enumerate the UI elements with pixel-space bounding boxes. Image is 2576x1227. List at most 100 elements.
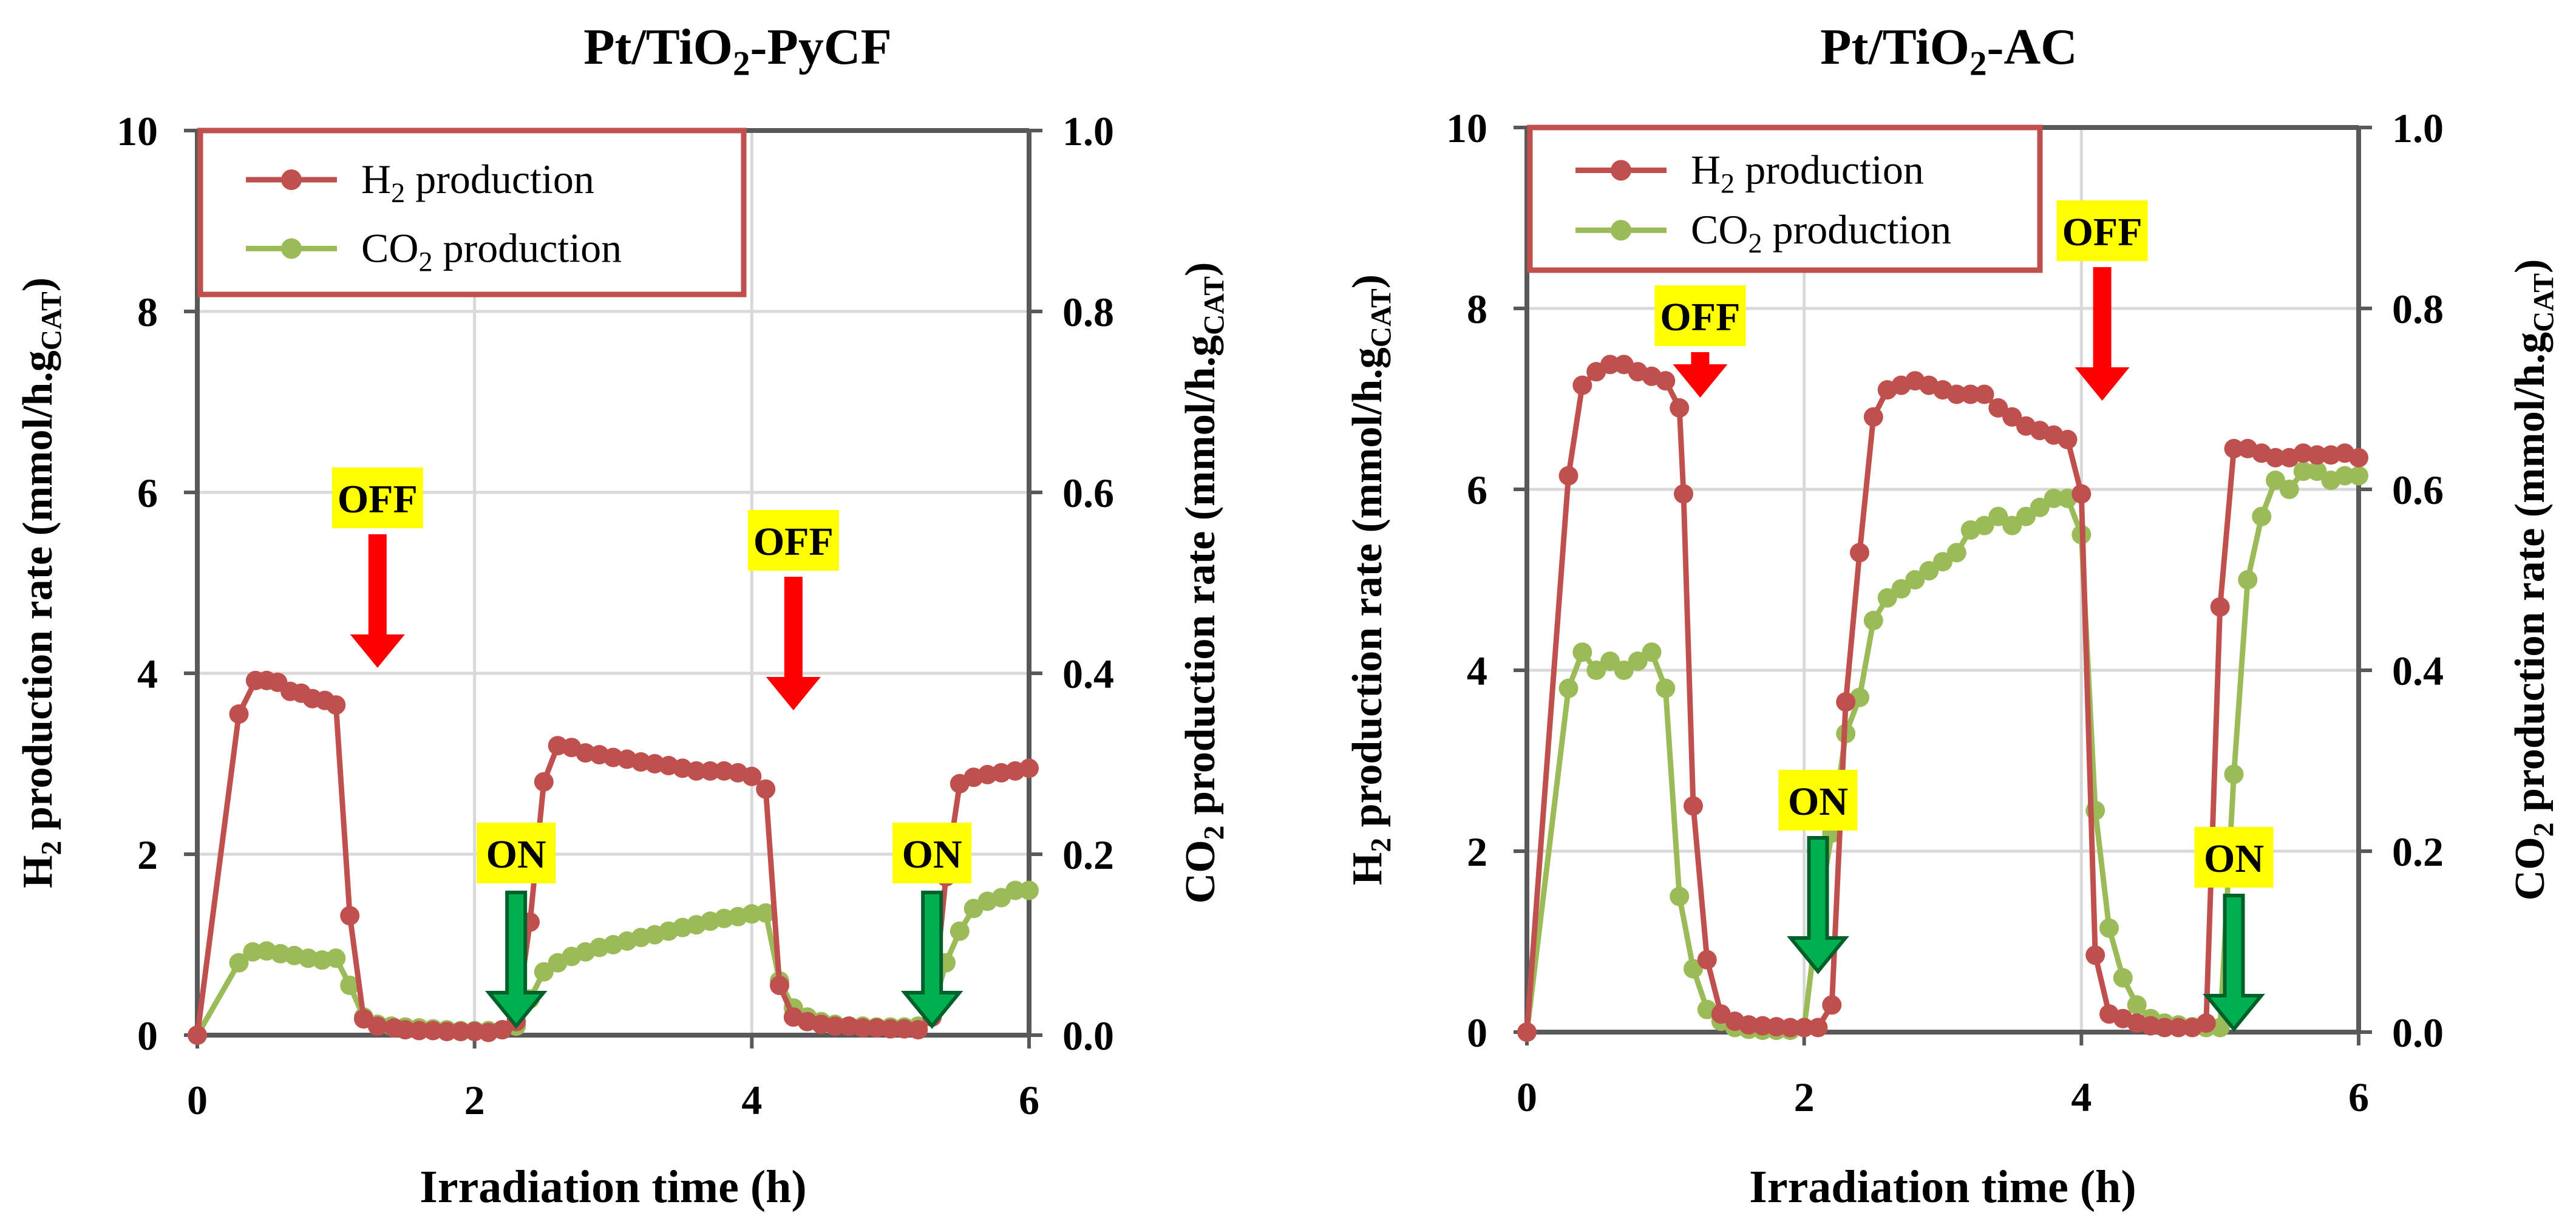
legend-box — [197, 127, 747, 297]
subscript: 2 — [1721, 168, 1735, 199]
y-left-tick-label: 8 — [137, 289, 158, 335]
on-label-bg — [1778, 770, 1858, 831]
legend-co2-marker — [281, 238, 302, 259]
data-point-h2 — [1517, 1022, 1537, 1042]
data-point-co2 — [1988, 506, 2008, 526]
y-left-tick-label: 8 — [1467, 286, 1487, 332]
subscript: 2 — [2528, 823, 2560, 837]
data-point-co2 — [1919, 561, 1939, 581]
data-point-co2 — [1019, 880, 1039, 900]
off-label-bg — [331, 467, 423, 528]
legend-box — [1527, 124, 2043, 273]
off-label: OFF — [2062, 210, 2143, 254]
subscript: 2 — [418, 246, 432, 277]
data-point-h2 — [770, 976, 789, 995]
text-run: production rate (mmol/h.g — [1177, 335, 1224, 826]
data-point-h2 — [340, 906, 360, 926]
subscript: 2 — [733, 45, 750, 83]
data-point-h2 — [464, 1022, 484, 1041]
data-point-h2 — [742, 766, 762, 786]
y-right-tick-label: 0.0 — [2392, 1010, 2444, 1056]
data-point-h2 — [2085, 945, 2105, 965]
x-tick-label: 4 — [741, 1077, 762, 1123]
x-tick-label: 6 — [2348, 1074, 2369, 1120]
data-point-h2 — [188, 1025, 207, 1045]
data-point-h2 — [2058, 430, 2078, 449]
data-point-h2 — [2169, 1018, 2189, 1038]
text-run: CO — [361, 225, 418, 271]
subscript: 2 — [36, 841, 67, 855]
y-left-tick-label: 4 — [137, 651, 158, 697]
data-point-h2 — [409, 1021, 429, 1041]
chart-title: Pt/TiO2-AC — [1820, 19, 2078, 83]
text-run: -PyCF — [750, 19, 892, 75]
y-right-tick-label: 0.4 — [2392, 648, 2444, 694]
data-point-h2 — [1684, 796, 1703, 816]
data-point-h2 — [326, 695, 346, 715]
on-label: ON — [486, 832, 546, 877]
x-axis-label: Irradiation time (h) — [420, 1161, 806, 1212]
data-point-h2 — [229, 704, 249, 724]
data-point-h2 — [1019, 758, 1039, 778]
data-point-h2 — [908, 1020, 928, 1040]
data-point-h2 — [1670, 398, 1690, 418]
y-axis-right-label: CO2 production rate (mmol/h.gCAT) — [2507, 259, 2560, 901]
y-left-tick-label: 2 — [137, 832, 158, 878]
y-right-tick-label: 0.4 — [1062, 651, 1114, 697]
data-point-co2 — [950, 921, 970, 941]
text-run: H — [1344, 852, 1391, 885]
data-point-h2 — [534, 772, 554, 792]
data-point-h2 — [2266, 447, 2285, 467]
data-point-co2 — [1877, 588, 1897, 608]
subscript: 2 — [391, 177, 405, 208]
data-point-co2 — [1670, 886, 1690, 906]
data-point-co2 — [1863, 611, 1883, 630]
data-point-h2 — [1794, 1018, 1814, 1038]
y-left-tick-label: 6 — [137, 470, 158, 516]
data-point-h2 — [437, 1022, 457, 1041]
data-point-h2 — [1946, 384, 1966, 404]
off-arrow — [766, 577, 821, 710]
y-axis-left-label: H2 production rate (mmol/h.gCAT) — [1344, 274, 1397, 885]
data-point-co2 — [1005, 880, 1025, 900]
y-right-tick-label: 0.2 — [2392, 829, 2444, 875]
data-point-h2 — [853, 1018, 872, 1038]
data-point-h2 — [1863, 407, 1883, 427]
text-run: CO — [1177, 840, 1224, 903]
legend-co2-marker — [1611, 220, 1631, 241]
text-run: H — [361, 156, 391, 202]
data-point-h2 — [1767, 1017, 1786, 1037]
data-point-co2 — [756, 903, 776, 923]
on-label-bg — [477, 823, 556, 883]
off-label-bg — [2056, 200, 2148, 261]
data-point-h2 — [2071, 484, 2092, 504]
on-label-bg — [2194, 827, 2274, 888]
legend-h2-marker — [1611, 160, 1631, 181]
data-point-h2 — [1600, 355, 1620, 375]
data-point-co2 — [2127, 995, 2147, 1015]
off-arrow — [1673, 352, 1728, 398]
data-point-co2 — [2279, 480, 2299, 499]
data-point-co2 — [2113, 968, 2133, 988]
data-point-co2 — [326, 948, 346, 968]
data-point-h2 — [1836, 692, 1856, 712]
on-arrow — [900, 891, 963, 1029]
data-point-co2 — [2307, 461, 2327, 481]
data-point-co2 — [2252, 506, 2272, 526]
y-left-tick-label: 0 — [1467, 1010, 1487, 1056]
x-tick-label: 0 — [1517, 1074, 1537, 1120]
on-label: ON — [902, 832, 962, 877]
y-right-tick-label: 0.8 — [1062, 289, 1114, 335]
text-run: production rate (mmol/h.g — [15, 350, 61, 841]
x-axis-label: Irradiation time (h) — [1749, 1161, 2136, 1212]
data-point-h2 — [2196, 1013, 2216, 1033]
text-run: ) — [15, 277, 61, 291]
data-point-co2 — [1684, 959, 1703, 979]
data-point-h2 — [1739, 1015, 1759, 1035]
legend-co2-label: CO2 production — [361, 225, 622, 277]
data-point-h2 — [1656, 371, 1676, 391]
data-point-h2 — [1808, 1018, 1828, 1038]
off-label: OFF — [753, 520, 834, 564]
y-left-tick-label: 6 — [1467, 467, 1487, 513]
text-run: H — [15, 855, 61, 888]
